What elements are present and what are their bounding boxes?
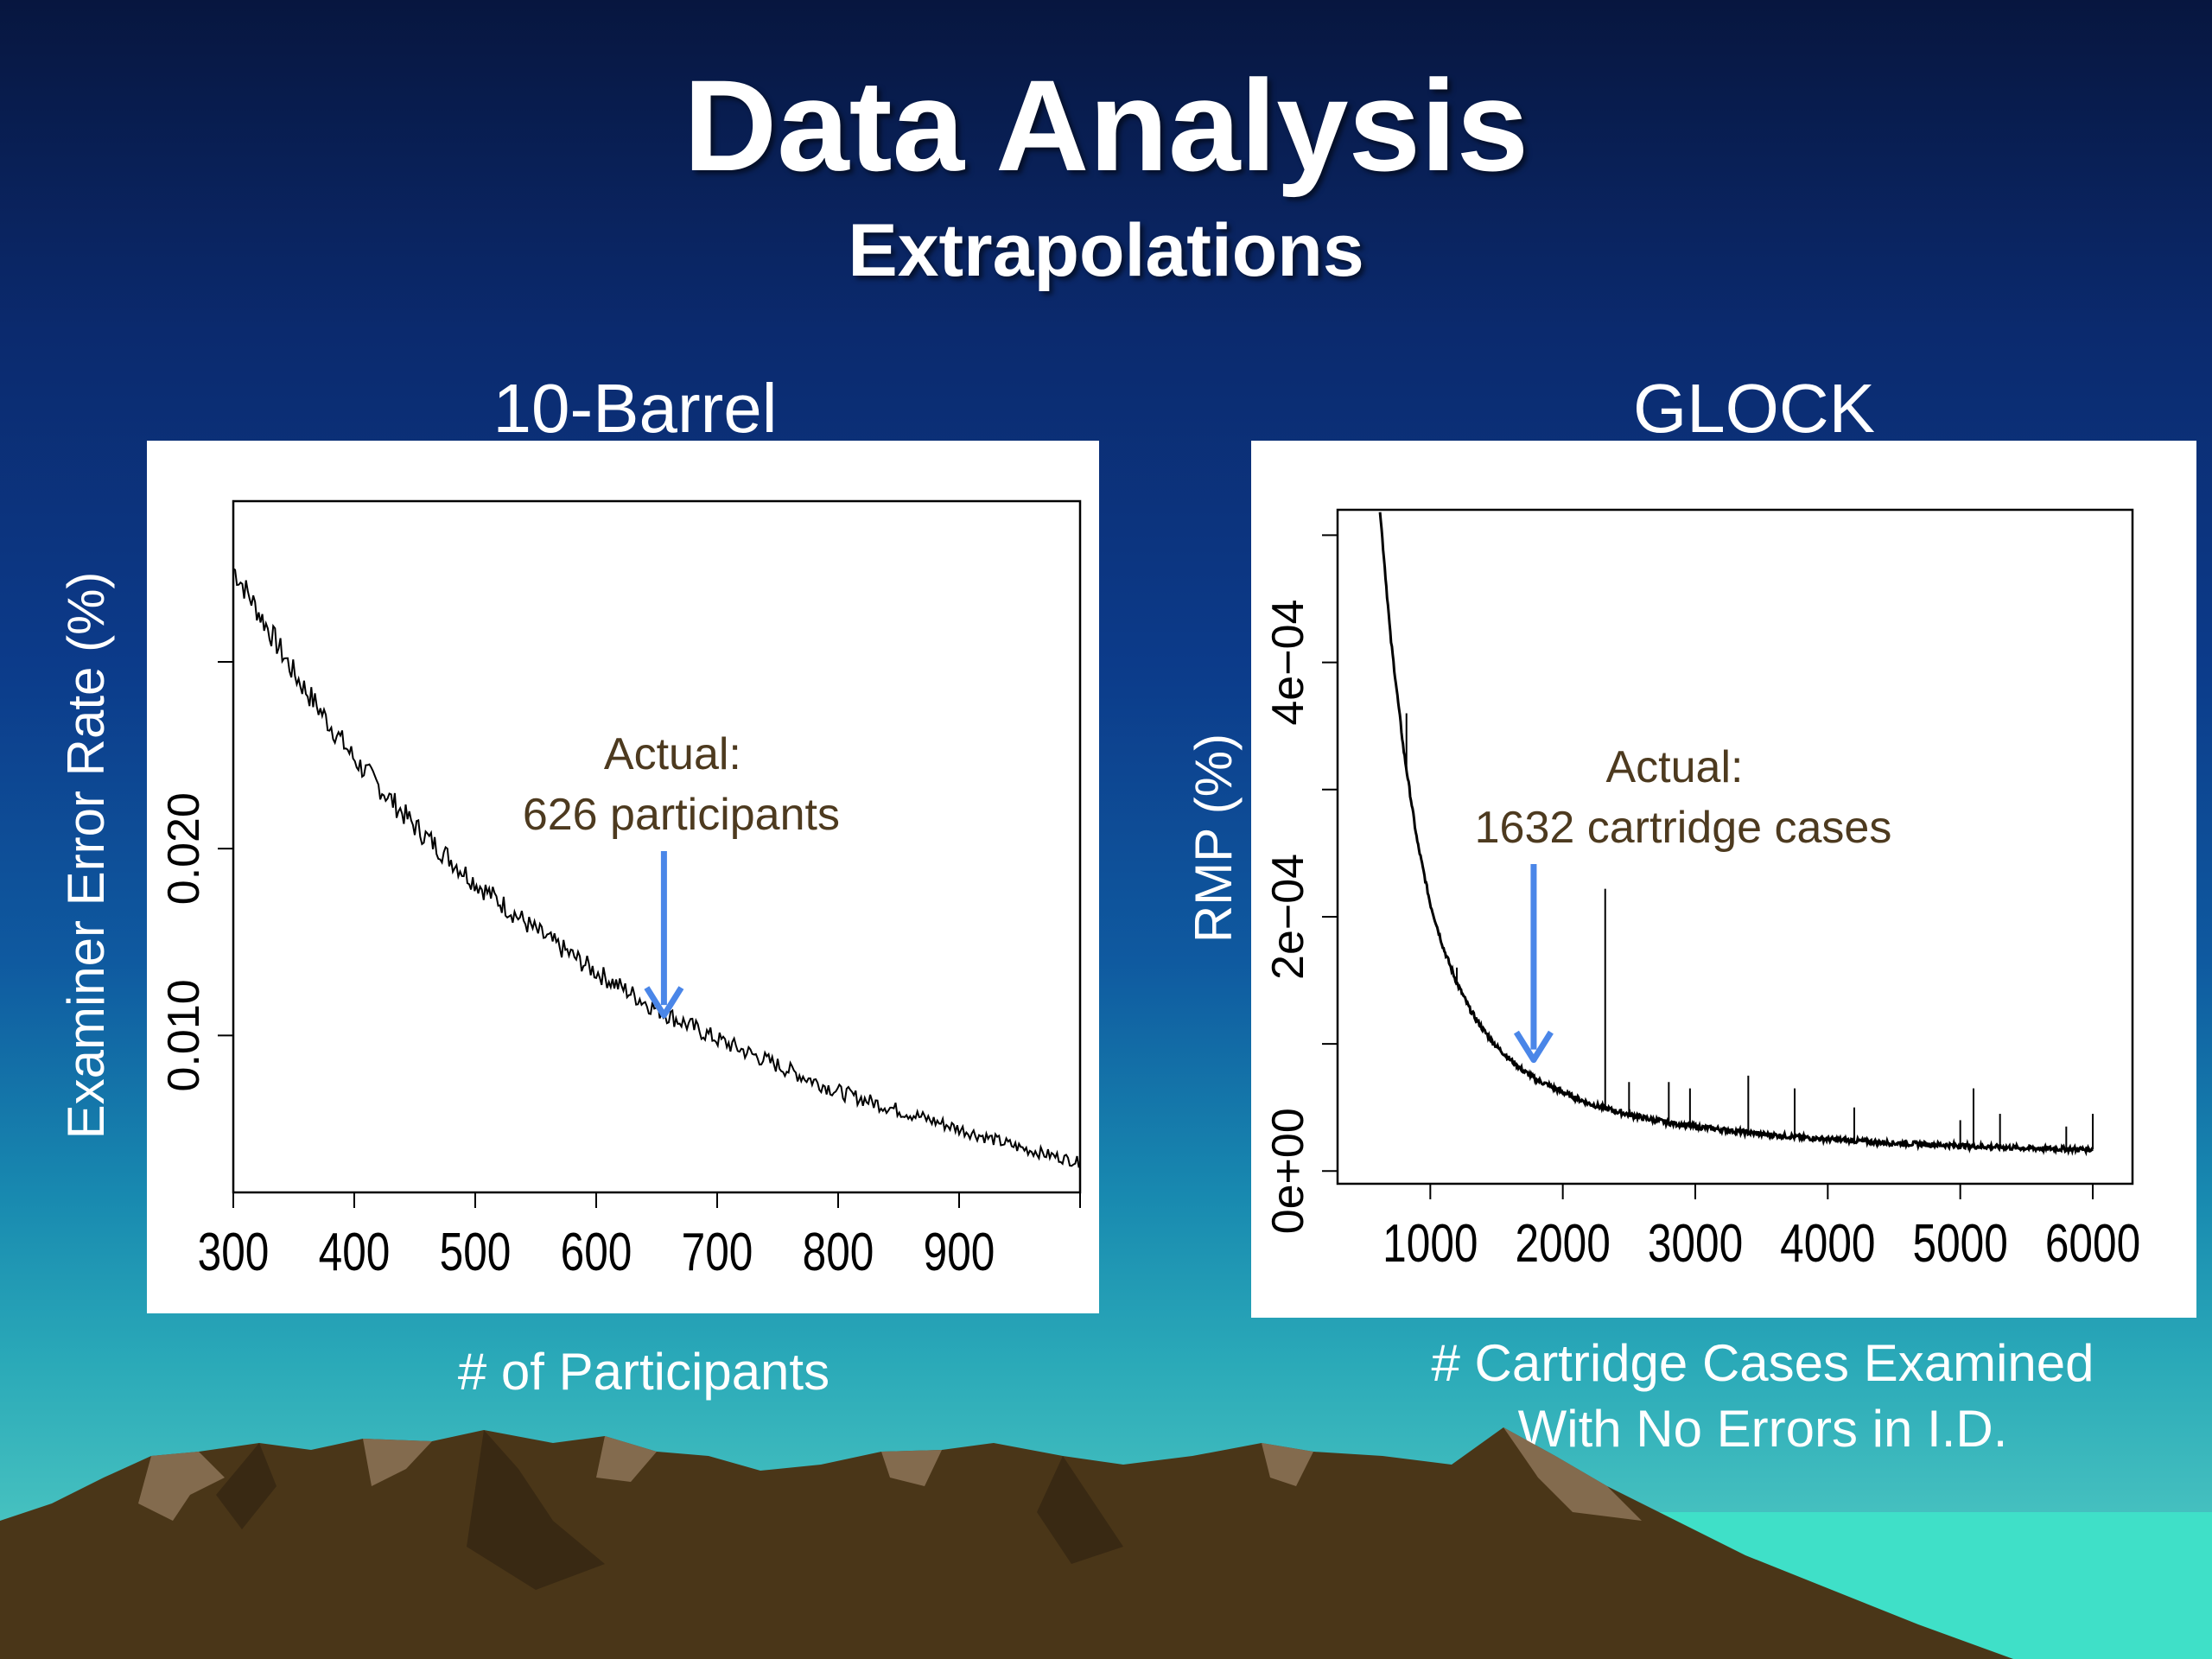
series-line xyxy=(232,568,1080,1168)
chart-glock: 1000 2000 3000 4000 5000 6000 0e+00 2e−04 4e−04 A… xyxy=(1263,508,2140,1274)
mountain-range xyxy=(0,1427,2013,1659)
y-tick-label: 4e−04 xyxy=(1263,600,1313,726)
mountain-range-graphic xyxy=(0,1427,2212,1659)
chart-panel-10-barrel: 300 400 500 600 700 800 900 0.010 0.020 Actual: 62… xyxy=(147,441,1099,1313)
chart-panel-glock: 1000 2000 3000 4000 5000 6000 0e+00 2e−04 4e−04 A… xyxy=(1251,441,2196,1318)
x-tick-label: 900 xyxy=(924,1222,995,1282)
slide-title: Data Analysis xyxy=(683,53,1529,198)
x-axis-label-participants: # of Participants xyxy=(457,1343,830,1401)
x-axis-label-cartridge-cases: # Cartridge Cases Examined With No Error… xyxy=(1348,1331,2177,1462)
annotation-line-1: Actual: xyxy=(1606,742,1744,792)
x-tick-label: 4000 xyxy=(1780,1213,1875,1274)
x-tick-label: 3000 xyxy=(1648,1213,1743,1274)
x-tick-label: 6000 xyxy=(2045,1213,2140,1274)
annotation-line-2: 1632 cartridge cases xyxy=(1475,803,1892,853)
x-axis-label-line-1: # Cartridge Cases Examined xyxy=(1431,1334,2094,1392)
x-tick-label: 2000 xyxy=(1516,1213,1611,1274)
plot-frame xyxy=(232,499,1082,1194)
annotation-line-2: 626 participants xyxy=(523,790,840,840)
y-tick-label: 2e−04 xyxy=(1263,854,1313,980)
x-tick-label: 700 xyxy=(682,1222,753,1282)
x-tick-label: 500 xyxy=(440,1222,512,1282)
y-tick-label: 0.020 xyxy=(159,792,209,905)
chart-title-10-barrel: 10-Barrel xyxy=(493,370,778,447)
chart-10-barrel: 300 400 500 600 700 800 900 0.010 0.020 Actual: 62… xyxy=(159,499,1082,1282)
x-tick-label: 400 xyxy=(319,1222,391,1282)
x-tick-label: 600 xyxy=(561,1222,632,1282)
y-tick-label: 0e+00 xyxy=(1263,1108,1313,1234)
chart-title-glock: GLOCK xyxy=(1632,370,1876,447)
y-axis-label-error-rate: Examiner Error Rate (%) xyxy=(57,571,115,1140)
slide-subtitle: Extrapolations xyxy=(848,209,1364,292)
y-axis-label-rmp: RMP (%) xyxy=(1185,733,1243,944)
annotation-line-1: Actual: xyxy=(604,729,741,779)
x-tick-label: 5000 xyxy=(1913,1213,2008,1274)
y-tick-label: 0.010 xyxy=(159,979,209,1091)
annotation-arrow-head xyxy=(644,986,684,1019)
annotation-arrow-head xyxy=(1513,1030,1554,1064)
x-axis-label-line-2: With No Errors in I.D. xyxy=(1517,1400,2008,1458)
mountain-highlights xyxy=(138,1427,1642,1521)
x-tick-label: 300 xyxy=(198,1222,270,1282)
x-tick-label: 1000 xyxy=(1382,1213,1478,1274)
x-tick-label: 800 xyxy=(803,1222,874,1282)
